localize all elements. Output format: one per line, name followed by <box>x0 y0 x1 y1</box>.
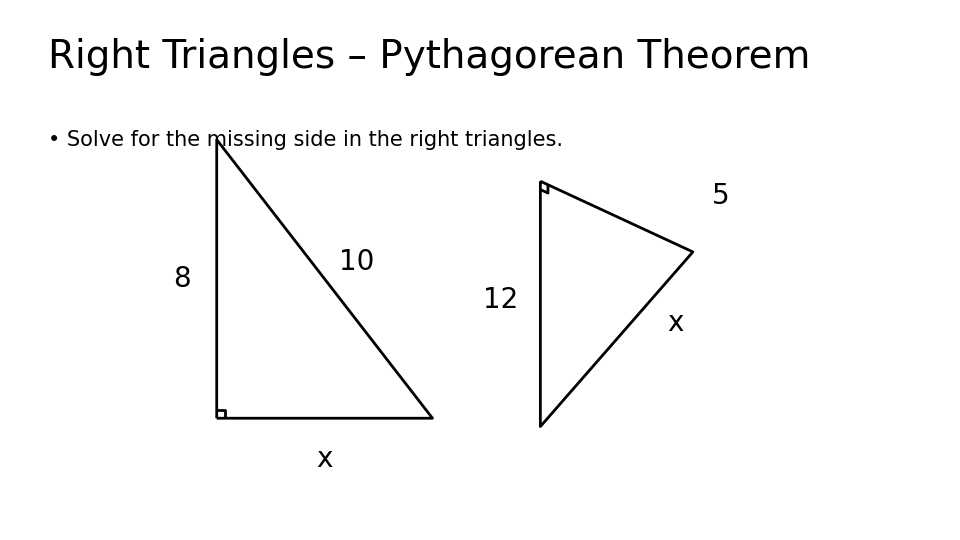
Text: 5: 5 <box>711 182 729 210</box>
Text: Right Triangles – Pythagorean Theorem: Right Triangles – Pythagorean Theorem <box>48 38 810 76</box>
Text: x: x <box>667 308 684 336</box>
Text: 12: 12 <box>483 286 518 314</box>
Text: • Solve for the missing side in the right triangles.: • Solve for the missing side in the righ… <box>48 130 563 150</box>
Text: x: x <box>317 446 333 473</box>
Text: 8: 8 <box>173 265 191 293</box>
Text: 10: 10 <box>340 248 374 276</box>
